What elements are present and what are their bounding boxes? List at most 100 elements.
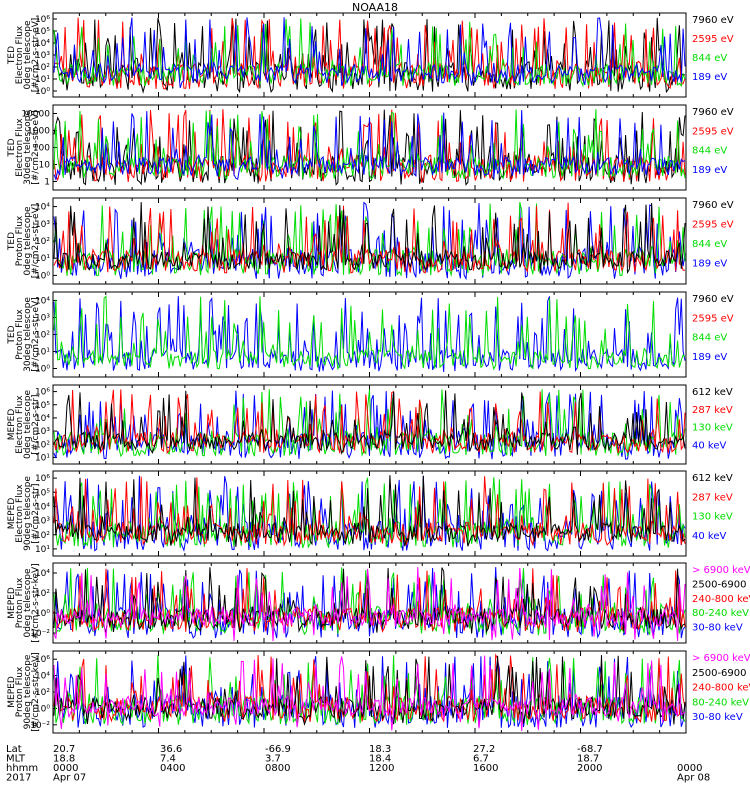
y-axis-label: 0deg telescope [23,390,33,460]
y-tick-label: 10000 [21,110,50,120]
y-axis-label: MEPED [7,676,17,708]
y-tick-label: 1000 [27,127,50,137]
series-trace [53,202,686,275]
y-tick-label: 100 [33,144,50,154]
legend-entry: 287 keV [692,405,733,416]
series-trace [53,567,686,634]
y-axis-label: [#/cm2-s-str-keV] [31,563,41,642]
y-tick-label: 10³ [35,51,50,61]
y-axis-label: Proton Flux [15,577,25,628]
y-tick-label: 10² [35,331,50,341]
footer-row-label: hhmm [6,763,38,774]
y-axis-label: MEPED [7,409,17,441]
y-axis-label: [#/cm2-s-str-eV] [31,297,41,372]
footer-value: 0000 [677,763,702,774]
y-tick-label: 10³ [35,517,50,527]
y-tick-label: 10² [35,63,50,73]
legend-entry: 844 eV [692,146,727,157]
footer-value: Apr 08 [677,773,710,784]
legend-entry: 130 keV [692,512,733,523]
footer-value: 6.7 [473,754,489,765]
y-tick-label: 10² [35,440,50,450]
legend-entry: 2595 eV [692,220,734,231]
footer-value: 2000 [577,763,602,774]
legend-entry: 844 eV [692,53,727,64]
legend-entry: 240-800 keV [692,594,750,605]
series-trace [53,655,686,726]
y-axis-label: Proton Flux [15,309,25,360]
series-trace [53,296,686,373]
y-tick-label: 10⁰ [35,704,50,714]
chart-title: NOAA18 [352,1,398,14]
series-trace [53,475,686,547]
y-tick-label: 10⁴ [35,203,50,213]
footer-value: 18.4 [369,754,391,765]
y-tick-label: 10⁶ [35,388,50,398]
footer-value: 0000 [53,763,78,774]
y-axis-label: [#/cm2-s-str-eV] [31,110,41,185]
footer-row-label: MLT [6,754,26,765]
series-trace [53,389,686,458]
footer-value: 18.7 [577,754,599,765]
footer-value: 0800 [265,763,290,774]
series-trace [53,17,686,89]
footer-value: 18.3 [369,744,391,755]
y-axis-label: TED [7,232,17,251]
footer-value: Apr 07 [53,773,86,784]
footer-value: 1600 [473,763,498,774]
y-axis-label: Electron Flux [15,25,25,84]
legend-entry: 7960 eV [692,15,734,26]
y-axis-label: 90deg telescope [23,654,33,729]
footer-value: 0400 [160,763,185,774]
series-trace [53,295,686,371]
y-tick-label: 10⁵ [35,401,50,411]
footer-row-label: Lat [6,744,22,755]
legend-entry: 189 eV [692,165,727,176]
y-tick-label: 10² [35,237,50,247]
y-tick-label: 10⁵ [35,27,50,37]
y-axis-label: TED [7,46,17,65]
legend-entry: 612 keV [692,387,733,398]
legend-entry: 612 keV [692,473,733,484]
legend-entry: > 6900 keV [692,653,750,664]
y-tick-label: 10² [35,688,50,698]
y-tick-label: 10⁴ [35,672,50,682]
y-axis-label: Electron Flux [15,118,25,177]
y-tick-label: 10⁵ [35,488,50,498]
y-tick-label: 10⁰ [35,365,50,375]
y-axis-label: 0deg telescope [23,206,33,276]
y-tick-label: 10⁴ [35,297,50,307]
y-axis-label: [#/cm2-s-str] [31,394,41,454]
footer-value: -66.9 [265,744,291,755]
legend-entry: 189 eV [692,259,727,270]
y-tick-label: 10⁶ [35,474,50,484]
y-tick-label: 10⁰ [35,271,50,281]
y-axis-label: TED [7,138,17,157]
legend-entry: 40 keV [692,440,726,451]
y-axis-label: Proton Flux [15,666,25,717]
footer-value: 20.7 [53,744,75,755]
y-axis-label: TED [7,325,17,344]
legend-entry: 189 eV [692,352,727,363]
legend-entry: 2595 eV [692,313,734,324]
y-tick-label: 10¹ [35,348,50,358]
y-axis-label: [#/cm2-s-str-eV] [31,204,41,279]
legend-entry: 30-80 keV [692,623,743,634]
legend-entry: 7960 eV [692,294,734,305]
y-axis-label: [#/cm2-s-str-eV] [31,18,41,93]
legend-entry: 30-80 keV [692,712,743,723]
legend-entry: 2500-6900 [692,668,747,679]
y-tick-label: 10⁶ [35,15,50,25]
y-axis-label: 90deg telescope [23,476,33,551]
y-tick-label: 10 [39,161,51,171]
y-tick-label: 10⁴ [35,39,50,49]
y-axis-label: 0deg telescope [23,568,33,638]
y-axis-label: 0deg telescope [23,20,33,90]
series-trace [53,202,686,274]
footer-value: 27.2 [473,744,495,755]
legend-entry: 2595 eV [692,126,734,137]
